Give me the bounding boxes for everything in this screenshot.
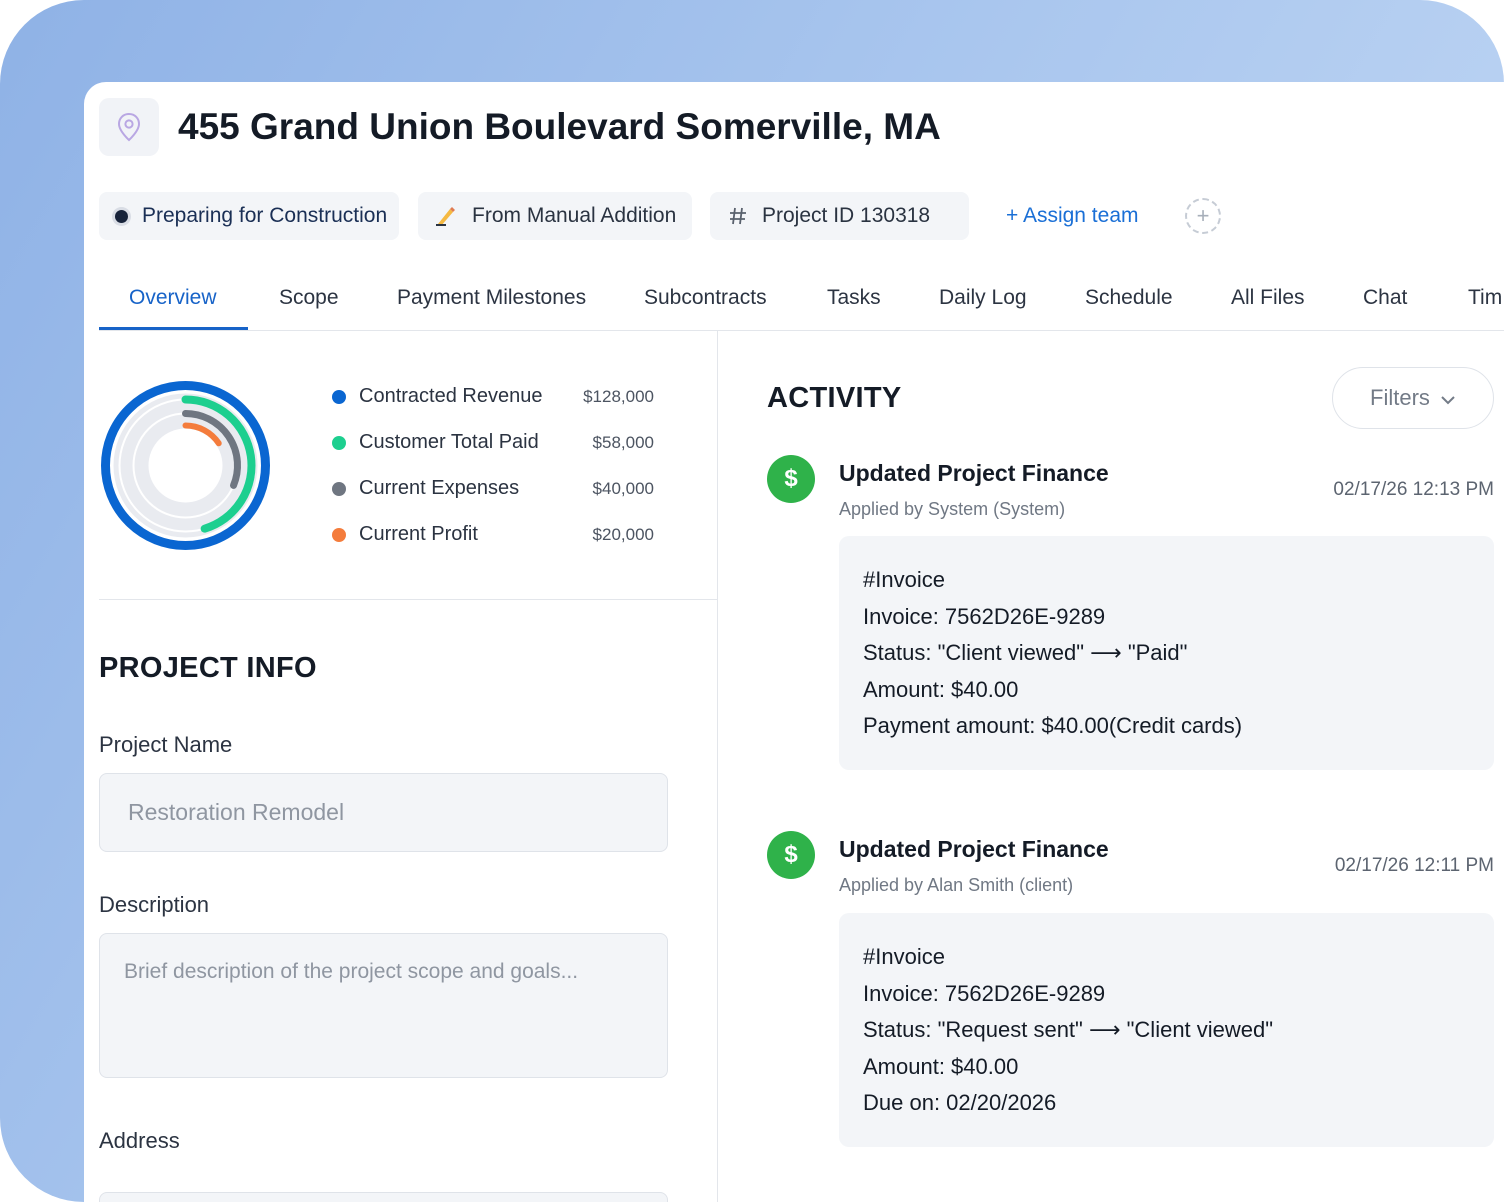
section-divider (99, 599, 717, 600)
activity-entry-card: #Invoice Invoice: 7562D26E-9289 Status: … (839, 536, 1494, 770)
dollar-icon: $ (767, 455, 815, 503)
legend-current-expenses: Current Expenses $40,000 (330, 474, 660, 504)
tab-payment-milestones[interactable]: Payment Milestones (397, 286, 587, 309)
activity-entry-time: 02/17/26 12:11 PM (1334, 855, 1494, 876)
legend-dot-icon (332, 390, 346, 404)
active-tab-indicator (99, 327, 248, 330)
filters-button[interactable]: Filters (1332, 367, 1494, 429)
description-label: Description (99, 892, 210, 917)
legend-value: $58,000 (592, 433, 654, 452)
activity-line: Payment amount: $40.00(Credit cards) (863, 713, 1243, 738)
project-panel: 455 Grand Union Boulevard Somerville, MA… (84, 82, 1504, 1202)
activity-entry-subtitle: Applied by System (System) (839, 499, 1066, 519)
tab-divider (99, 330, 1504, 331)
activity-entry-card: #Invoice Invoice: 7562D26E-9289 Status: … (839, 913, 1494, 1147)
tab-daily-log[interactable]: Daily Log (939, 286, 1027, 309)
add-button[interactable]: + (1185, 198, 1221, 234)
activity-entry-time: 02/17/26 12:13 PM (1333, 479, 1494, 500)
status-label: Preparing for Construction (142, 204, 388, 227)
location-pin-icon (99, 98, 159, 156)
column-divider (717, 331, 718, 1202)
legend-dot-icon (332, 436, 346, 450)
dollar-icon: $ (767, 831, 815, 879)
source-label: From Manual Addition (472, 204, 677, 227)
tab-overview[interactable]: Overview (129, 286, 217, 309)
legend-current-profit: Current Profit $20,000 (330, 520, 660, 550)
legend-value: $128,000 (583, 387, 654, 406)
ring-current-profit (182, 422, 222, 447)
activity-line: Amount: $40.00 (863, 1053, 1019, 1079)
activity-line: Amount: $40.00 (863, 676, 1019, 702)
legend-value: $20,000 (592, 525, 654, 544)
tab-time[interactable]: Tim (1468, 286, 1503, 309)
tab-schedule[interactable]: Schedule (1085, 286, 1173, 309)
filters-label: Filters (1370, 385, 1430, 410)
project-id-label: Project ID 130318 (762, 204, 931, 227)
tab-tasks[interactable]: Tasks (827, 286, 881, 309)
activity-entry-subtitle: Applied by Alan Smith (client) (839, 875, 1074, 895)
description-textarea[interactable] (99, 933, 668, 1078)
source-badge: From Manual Addition (418, 192, 692, 240)
project-name-input[interactable] (99, 773, 668, 852)
legend-customer-total-paid: Customer Total Paid $58,000 (330, 428, 660, 458)
finance-donut-chart (101, 381, 270, 550)
activity-title: ACTIVITY (767, 382, 902, 414)
status-badge[interactable]: Preparing for Construction (99, 192, 399, 240)
activity-line: Due on: 02/20/2026 (863, 1090, 1057, 1115)
legend-contracted-revenue: Contracted Revenue $128,000 (330, 382, 660, 412)
tab-chat[interactable]: Chat (1363, 286, 1408, 309)
legend-dot-icon (332, 482, 346, 496)
activity-line: #Invoice (863, 567, 945, 592)
project-id-badge: Project ID 130318 (710, 192, 969, 240)
activity-line: Invoice: 7562D26E-9289 (863, 603, 1106, 629)
legend-label: Customer Total Paid (359, 431, 539, 453)
legend-dot-icon (332, 528, 346, 542)
legend-label: Current Expenses (359, 477, 520, 499)
legend-value: $40,000 (592, 479, 654, 498)
activity-line: Status: "Client viewed" ⟶ "Paid" (863, 640, 1188, 665)
chevron-down-icon (1440, 385, 1456, 411)
tab-all-files[interactable]: All Files (1231, 286, 1305, 309)
activity-entry-title: Updated Project Finance (839, 460, 1109, 486)
tab-scope[interactable]: Scope (279, 286, 339, 309)
tab-bar: Overview Scope Payment Milestones Subcon… (99, 270, 1504, 330)
status-dot-icon (115, 209, 128, 223)
address-input[interactable] (99, 1192, 668, 1202)
activity-line: Invoice: 7562D26E-9289 (863, 980, 1106, 1006)
tab-subcontracts[interactable]: Subcontracts (644, 286, 767, 309)
activity-entry-title: Updated Project Finance (839, 836, 1109, 862)
assign-team-link[interactable]: + Assign team (1006, 204, 1139, 227)
legend-label: Contracted Revenue (359, 385, 543, 407)
project-info-title: PROJECT INFO (99, 652, 317, 684)
page-title: 455 Grand Union Boulevard Somerville, MA (178, 106, 941, 147)
project-name-label: Project Name (99, 732, 233, 757)
activity-line: #Invoice (863, 944, 945, 969)
ring-contracted-revenue (101, 381, 270, 550)
activity-line: Status: "Request sent" ⟶ "Client viewed" (863, 1017, 1274, 1042)
ring-customer-paid (181, 395, 256, 533)
ring-current-expenses (182, 410, 241, 489)
address-label: Address (99, 1128, 180, 1153)
legend-label: Current Profit (359, 523, 478, 545)
writing-hand-icon (434, 204, 458, 228)
hash-icon (728, 206, 748, 226)
